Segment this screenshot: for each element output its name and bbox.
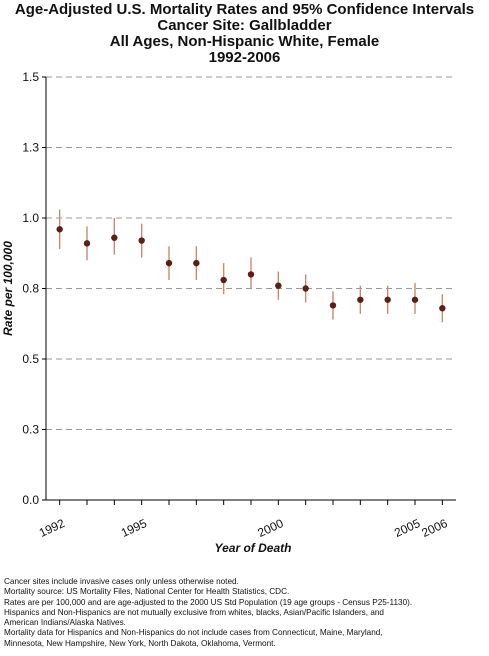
chart-title-line-4: 1992-2006 <box>208 49 281 66</box>
x-tick-label: 2005 <box>392 516 422 540</box>
rate-point <box>357 296 364 303</box>
y-tick-label: 0.0 <box>22 493 39 507</box>
rate-point <box>439 305 446 312</box>
footnote-line: Hispanics and Non-Hispanics are not mutu… <box>4 607 384 617</box>
chart-title-line-3: All Ages, Non-Hispanic White, Female <box>109 33 380 50</box>
x-tick-label: 1995 <box>119 516 149 540</box>
rate-point <box>138 237 145 244</box>
x-tick-label: 2006 <box>419 516 449 540</box>
footnote-line: Rates are per 100,000 and are age-adjust… <box>4 597 413 607</box>
chart-title: Age-Adjusted U.S. Mortality Rates and 95… <box>0 2 489 66</box>
y-tick-label: 0.8 <box>22 282 39 296</box>
y-tick-label: 1.3 <box>22 141 39 155</box>
rate-point <box>247 271 255 278</box>
rate-point <box>411 296 419 303</box>
y-tick-label: 1.5 <box>22 70 39 84</box>
footnote-line: Cancer sites include invasive cases only… <box>4 577 239 586</box>
rate-point <box>111 234 118 241</box>
rate-point <box>83 240 91 247</box>
y-tick-label: 0.5 <box>22 352 39 366</box>
chart-footnotes: Cancer sites include invasive cases only… <box>4 577 486 649</box>
footnote-line: American Indians/Alaska Natives. <box>4 618 126 628</box>
footnote-line: Mortality source: US Mortality Files, Na… <box>4 587 290 597</box>
mortality-chart: 0.0 0.3 0.5 0.8 1.0 1.3 1.5 1992 1995 2000 2005200… <box>1 70 456 555</box>
rate-point <box>329 302 337 309</box>
rate-point <box>384 296 391 303</box>
rate-point <box>165 259 173 267</box>
y-tick-label: 1.0 <box>22 211 39 225</box>
footnote-line: Minnesota, New Hampshire, New York, Nort… <box>4 638 276 648</box>
rate-point <box>302 285 309 292</box>
rate-point <box>193 259 200 267</box>
rate-point <box>56 226 63 233</box>
chart-title-line-2: Cancer Site: Gallbladder <box>157 17 332 34</box>
rate-point <box>275 282 282 289</box>
y-tick-label: 0.3 <box>22 423 39 437</box>
chart-title-line-1: Age-Adjusted U.S. Mortality Rates and 95… <box>14 1 475 18</box>
x-tick-label: 2000 <box>255 516 285 540</box>
y-axis-title: Rate per 100,000 <box>1 241 15 336</box>
x-tick-label: 1992 <box>37 516 67 540</box>
rate-point <box>220 276 227 284</box>
footnote-line: Mortality data for Hispanics and Non-His… <box>4 628 383 638</box>
x-axis-title: Year of Death <box>215 541 292 555</box>
